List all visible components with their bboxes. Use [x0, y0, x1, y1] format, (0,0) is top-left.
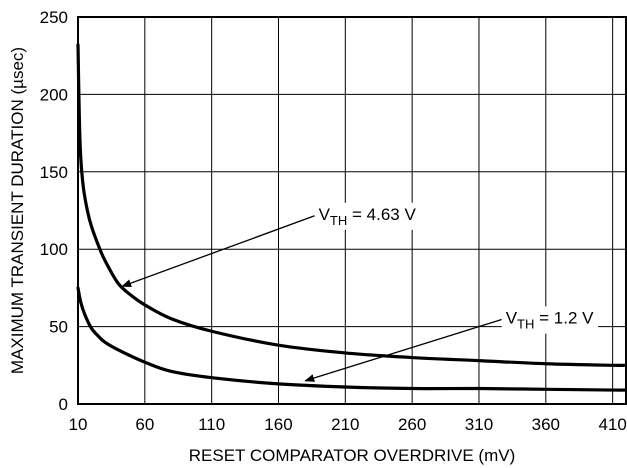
series-line-1: [76, 286, 627, 392]
y-axis-label: MAXIMUM TRANSIENT DURATION (µsec): [8, 47, 27, 374]
y-tick-label: 100: [40, 240, 68, 259]
plot-frame: [77, 16, 627, 405]
annotations: VTH = 4.63 V VTH = 1.2 V: [121, 202, 599, 382]
x-tick-label: 10: [69, 415, 88, 434]
x-tick-label: 260: [398, 415, 426, 434]
annotation-arrow-0: [121, 215, 315, 288]
y-tick-label: 250: [40, 8, 68, 27]
x-tick-label: 160: [264, 415, 292, 434]
x-axis-label: RESET COMPARATOR OVERDRIVE (mV): [189, 446, 516, 465]
x-tick-label: 110: [198, 415, 225, 434]
series-group: [76, 43, 627, 392]
x-tick-label: 360: [532, 415, 560, 434]
series-label-bg: [501, 306, 599, 334]
y-tick-label: 200: [40, 85, 68, 104]
series-label-0: VTH = 4.63 V: [319, 205, 417, 228]
x-tick-labels: 10 60 110 160 210 260 310 360 410: [69, 415, 627, 434]
annotation-arrow-1: [304, 318, 502, 382]
y-tick-label: 50: [49, 318, 68, 337]
series-line-0: [76, 43, 627, 368]
series-label-bg: [314, 202, 421, 230]
series-label-1: VTH = 1.2 V: [506, 309, 594, 332]
x-tick-label: 60: [135, 415, 154, 434]
x-tick-label: 410: [598, 415, 626, 434]
x-tick-label: 210: [331, 415, 359, 434]
y-tick-label: 0: [59, 395, 68, 414]
y-tick-label: 150: [40, 163, 68, 182]
x-tick-label: 310: [465, 415, 493, 434]
y-tick-labels: 0 50 100 150 200 250: [40, 8, 68, 414]
